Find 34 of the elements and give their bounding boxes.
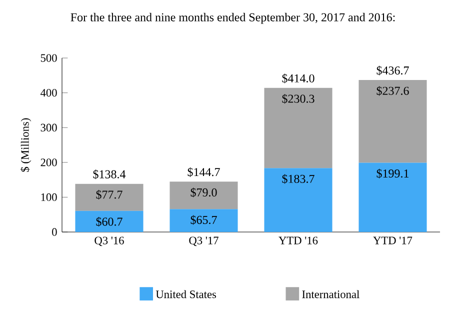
legend-label: International: [302, 290, 360, 298]
bar: [264, 168, 332, 232]
data-label: $199.1: [376, 168, 409, 178]
bar: [170, 209, 238, 232]
data-label: $183.7: [282, 174, 314, 184]
legend-label: United States: [156, 290, 216, 298]
y-tick-label: 500: [40, 54, 57, 62]
total-label: $144.7: [188, 167, 220, 177]
x-tick-label: Q3 '16: [94, 236, 124, 246]
data-label: $65.7: [190, 215, 217, 225]
y-tick-label: 300: [40, 124, 57, 132]
x-tick-label: Q3 '17: [189, 236, 218, 246]
data-label: $237.6: [376, 86, 409, 96]
y-tick-label: 200: [40, 158, 57, 166]
y-tick-label: 0: [52, 228, 57, 236]
total-label: $414.0: [282, 74, 314, 84]
bar: [170, 182, 238, 210]
bar: [358, 80, 427, 163]
x-tick-label: YTD '16: [278, 236, 318, 244]
y-tick-label: 400: [40, 88, 57, 97]
data-label: $230.3: [282, 94, 314, 104]
x-tick-label: YTD '17: [373, 236, 412, 244]
total-label: $138.4: [93, 170, 126, 180]
bar: [264, 88, 332, 168]
total-label: $436.7: [376, 66, 409, 76]
bar: [358, 162, 427, 232]
bar: [75, 184, 144, 211]
chart-title: For the three and nine months ended September 30, 2017 and 2016:: [70, 12, 395, 24]
data-label: $79.0: [190, 188, 217, 198]
data-label: $60.7: [96, 216, 122, 227]
y-tick-label: 100: [41, 193, 57, 202]
y-axis-title: $ (Millions): [20, 118, 32, 172]
data-label: $77.7: [96, 190, 122, 200]
bar: [75, 210, 144, 232]
